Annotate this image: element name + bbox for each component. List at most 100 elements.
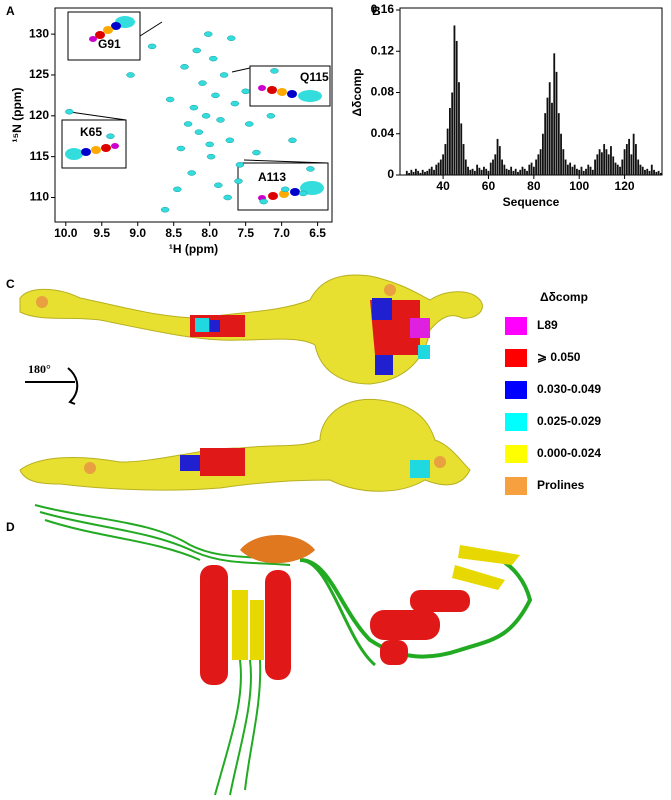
bar [544, 113, 547, 175]
bar [410, 169, 413, 175]
bar [473, 170, 476, 175]
peak [165, 96, 175, 103]
bar [448, 107, 451, 175]
bar [485, 168, 488, 175]
peak [306, 166, 315, 172]
bar [542, 133, 544, 175]
x-tick-label: 6.5 [309, 226, 326, 240]
bar [460, 123, 463, 175]
bar [451, 92, 454, 175]
bar [510, 166, 513, 175]
bar [471, 168, 474, 175]
bar [428, 168, 431, 175]
bar [467, 166, 469, 175]
y-tick-label: 0.12 [371, 43, 395, 57]
bar [625, 144, 628, 175]
rotation-label: 180° [28, 362, 51, 376]
bar [478, 167, 481, 175]
bar [555, 71, 558, 175]
bar [630, 154, 633, 175]
peak [230, 100, 240, 107]
bar [437, 162, 440, 175]
peak [219, 72, 229, 78]
bar [521, 166, 524, 175]
bar [462, 144, 465, 175]
bar [657, 170, 660, 175]
bar [414, 168, 417, 175]
bar [623, 149, 626, 175]
bar [453, 25, 456, 175]
x-tick-label: 120 [615, 179, 635, 193]
bar [564, 159, 567, 175]
bar [517, 171, 519, 175]
bar [594, 159, 596, 175]
peak [65, 108, 74, 115]
bar [528, 164, 531, 175]
legend-label: 0.025-0.029 [537, 414, 601, 428]
legend-label: L89 [537, 318, 558, 332]
peak [160, 206, 170, 213]
x-tick-label: 7.0 [273, 226, 290, 240]
legend-label: ⩾ 0.050 [537, 350, 581, 364]
bar [603, 144, 606, 175]
legend-swatch [505, 317, 527, 335]
peak [245, 121, 254, 127]
bar [562, 149, 565, 175]
x-tick-label: 40 [436, 179, 450, 193]
x-tick-label: 7.5 [237, 226, 254, 240]
x-tick-label: 10.0 [54, 226, 78, 240]
bar [408, 172, 410, 175]
bar [557, 113, 560, 175]
bar [426, 170, 429, 175]
panel-label: C [6, 277, 15, 291]
legend-swatch [505, 413, 527, 431]
bar [412, 171, 415, 175]
bar [650, 164, 653, 175]
peak [192, 47, 201, 54]
legend-label: Prolines [537, 478, 585, 492]
peak [223, 194, 232, 201]
panel-label: B [372, 4, 381, 18]
peak [235, 162, 245, 168]
legend-swatch [505, 445, 527, 463]
peak [288, 137, 297, 144]
bar [619, 166, 621, 175]
bar [641, 166, 644, 175]
bar [424, 171, 426, 175]
peak [225, 137, 235, 144]
peak [298, 190, 308, 197]
panel-label: A [6, 4, 15, 18]
x-tick-label: 9.5 [93, 226, 110, 240]
bar [501, 159, 503, 175]
bar [598, 149, 601, 175]
bar [605, 149, 608, 175]
bar [646, 168, 649, 175]
bar [548, 82, 551, 175]
bar [505, 168, 508, 175]
peak [266, 113, 276, 119]
peak [173, 186, 182, 193]
bar [458, 82, 460, 175]
bar [637, 159, 640, 175]
bar [659, 172, 662, 175]
x-tick-label: 100 [569, 179, 589, 193]
peak [183, 121, 193, 127]
peak-annotation: Q115 [300, 70, 329, 84]
plot-frame [399, 7, 663, 176]
plot-frame [54, 7, 333, 223]
bar [446, 128, 449, 175]
peak [280, 186, 290, 193]
bar [421, 169, 424, 175]
peak [205, 141, 214, 148]
peak [201, 113, 211, 119]
y-tick-label: 110 [30, 190, 50, 204]
y-tick-label: 0 [387, 167, 394, 181]
surface-top [19, 274, 483, 385]
x-tick-label: 80 [527, 179, 541, 193]
peak [259, 198, 268, 205]
bar [616, 164, 619, 175]
y-tick-label: 0.16 [371, 2, 395, 16]
bar [610, 146, 612, 175]
bar [498, 146, 501, 175]
bar [551, 102, 553, 175]
